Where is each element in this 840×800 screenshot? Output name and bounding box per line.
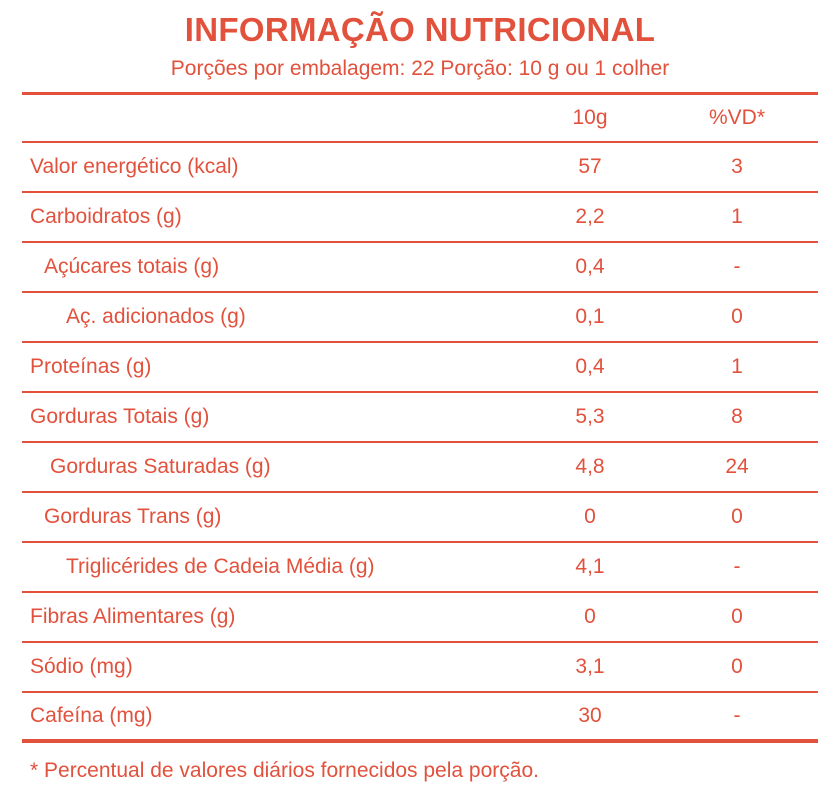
nutrient-value: 2,2 [575, 205, 605, 228]
nutrient-value: 0,1 [575, 305, 605, 328]
label-title: INFORMAÇÃO NUTRICIONAL [184, 11, 656, 48]
nutrient-value: 0 [584, 605, 596, 628]
nutrient-value: 0 [584, 505, 596, 528]
nutrient-value: 4,1 [575, 555, 605, 578]
nutrient-daily-value: 0 [731, 505, 743, 528]
header-daily-value: %VD* [708, 106, 766, 129]
nutrient-label: Gorduras Trans (g) [44, 505, 222, 528]
nutrient-daily-value: 0 [731, 655, 743, 678]
nutrient-value: 5,3 [575, 405, 605, 428]
nutrient-label: Valor energético (kcal) [30, 155, 239, 178]
nutrition-label: INFORMAÇÃO NUTRICIONAL Porções por embal… [22, 8, 818, 783]
table-row-mct: Triglicérides de Cadeia Média (g) 4,1 - [22, 543, 818, 593]
nutrient-value: 4,8 [575, 455, 605, 478]
table-row-saturated-fat: Gorduras Saturadas (g) 4,8 24 [22, 443, 818, 493]
nutrition-table: 10g %VD* Valor energético (kcal) 57 3 Ca… [22, 95, 818, 743]
nutrient-daily-value: - [733, 255, 741, 278]
nutrient-value: 3,1 [575, 655, 605, 678]
table-row-caffeine: Cafeína (mg) 30 - [22, 693, 818, 743]
nutrient-label: Proteínas (g) [30, 355, 152, 378]
table-row-trans-fat: Gorduras Trans (g) 0 0 [22, 493, 818, 543]
serving-info: Porções por embalagem: 22 Porção: 10 g o… [170, 57, 670, 80]
nutrient-daily-value: 0 [731, 605, 743, 628]
nutrient-label: Aç. adicionados (g) [66, 305, 246, 328]
nutrient-daily-value: 8 [731, 405, 743, 428]
nutrient-label: Carboidratos (g) [30, 205, 182, 228]
table-row-added-sugars: Aç. adicionados (g) 0,1 0 [22, 293, 818, 343]
nutrient-label: Fibras Alimentares (g) [30, 605, 236, 628]
table-row-carbs: Carboidratos (g) 2,2 1 [22, 193, 818, 243]
nutrient-label: Cafeína (mg) [30, 704, 153, 727]
nutrient-value: 30 [578, 704, 602, 727]
table-row-proteins: Proteínas (g) 0,4 1 [22, 343, 818, 393]
table-row-total-fat: Gorduras Totais (g) 5,3 8 [22, 393, 818, 443]
nutrient-daily-value: 24 [725, 455, 749, 478]
nutrient-daily-value: 1 [731, 355, 743, 378]
table-row-fiber: Fibras Alimentares (g) 0 0 [22, 593, 818, 643]
nutrient-daily-value: 3 [731, 155, 743, 178]
nutrient-label: Gorduras Totais (g) [30, 405, 210, 428]
nutrient-label: Sódio (mg) [30, 655, 133, 678]
nutrient-value: 0,4 [575, 355, 605, 378]
footnote: * Percentual de valores diários fornecid… [30, 759, 539, 782]
nutrient-value: 57 [578, 155, 602, 178]
table-row-energy: Valor energético (kcal) 57 3 [22, 143, 818, 193]
nutrient-daily-value: - [733, 704, 741, 727]
nutrient-label: Açúcares totais (g) [44, 255, 220, 278]
nutrient-daily-value: 0 [731, 305, 743, 328]
nutrient-value: 0,4 [575, 255, 605, 278]
header-serving: 10g [572, 106, 608, 129]
nutrient-label: Gorduras Saturadas (g) [50, 455, 271, 478]
nutrient-daily-value: 1 [731, 205, 743, 228]
nutrient-label: Triglicérides de Cadeia Média (g) [66, 555, 375, 578]
table-row-sodium: Sódio (mg) 3,1 0 [22, 643, 818, 693]
nutrient-daily-value: - [733, 555, 741, 578]
table-row-total-sugars: Açúcares totais (g) 0,4 - [22, 243, 818, 293]
top-divider [22, 92, 818, 95]
table-header-row: 10g %VD* [22, 95, 818, 143]
